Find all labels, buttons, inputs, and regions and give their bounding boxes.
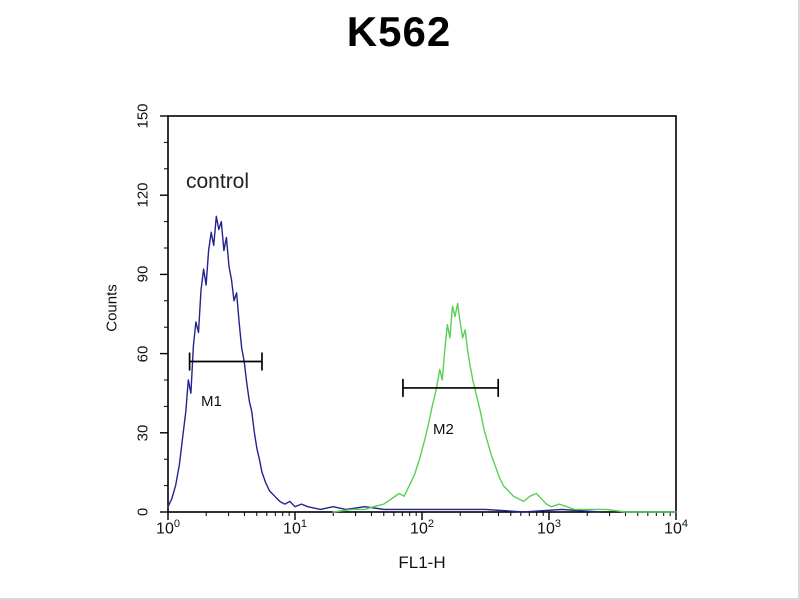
series-curve-control [167,215,601,513]
x-axis-label: FL1-H [398,553,446,572]
gate-m2-label: M2 [433,421,454,438]
chart-title: K562 [346,8,452,55]
y-axis-label: Counts [103,284,121,332]
x-tick-label-10e4: 104 [664,518,688,538]
y-tick-label-120: 120 [134,182,152,208]
x-tick-label-10e0: 100 [156,518,180,538]
y-tick-label-60: 60 [134,345,152,362]
y-tick-label-0: 0 [134,507,152,517]
x-tick-label-10e3: 103 [537,518,561,538]
y-tick-label-90: 90 [134,266,152,283]
control-annotation: control [186,170,250,193]
series-curve-stained [332,302,677,513]
y-tick-label-30: 30 [134,424,152,442]
x-tick-label-10e1: 101 [283,518,307,538]
gate-m1-label: M1 [201,393,222,410]
x-tick-label-10e2: 102 [410,518,434,538]
y-tick-label-150: 150 [134,103,152,129]
